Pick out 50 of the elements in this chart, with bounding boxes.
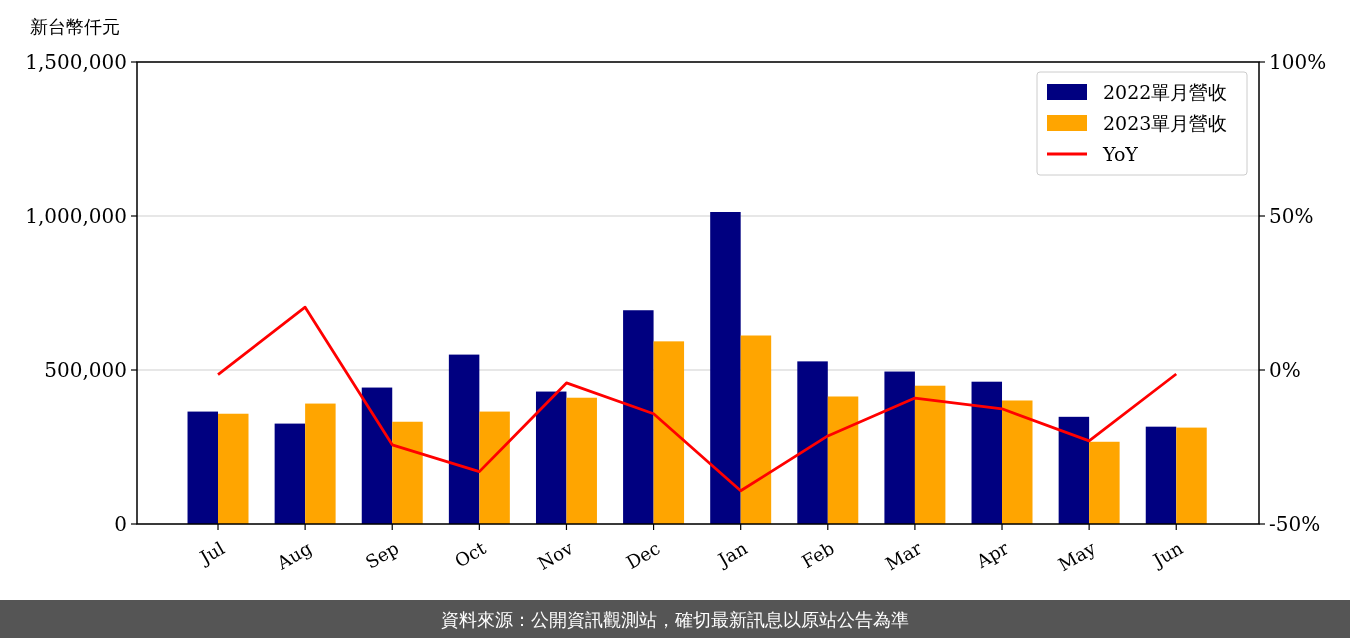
x-tick-label: Nov — [534, 536, 578, 574]
x-tick-label: Sep — [361, 537, 403, 573]
x-tick-label: Jan — [712, 537, 752, 572]
bar — [914, 385, 946, 524]
bar — [971, 381, 1003, 524]
bar — [1145, 426, 1177, 524]
legend-label: 2022單月營收 — [1103, 81, 1228, 103]
y-axis-title: 新台幣仟元 — [30, 16, 120, 37]
x-tick-label: Jun — [1147, 537, 1187, 572]
source-note: 資料來源：公開資訊觀測站，確切最新訊息以原站公告為準 — [441, 609, 909, 630]
bar — [884, 371, 915, 524]
bar — [1002, 400, 1033, 524]
legend-label: YoY — [1102, 143, 1139, 165]
bar — [1058, 416, 1090, 524]
bar — [448, 354, 480, 524]
x-tick-label: Mar — [881, 537, 926, 575]
x-tick-label: Jul — [194, 537, 229, 569]
bar — [797, 361, 828, 524]
bar — [1089, 441, 1120, 524]
y-tick-label: 1,000,000 — [25, 204, 127, 228]
line-series — [216, 305, 1178, 493]
bar — [1176, 427, 1207, 524]
bar — [361, 387, 393, 524]
bar — [740, 335, 772, 524]
bar — [566, 397, 597, 524]
x-tick-label: Feb — [798, 537, 838, 573]
bar — [187, 411, 219, 524]
x-tick-label: Oct — [451, 536, 491, 572]
bar — [653, 341, 685, 524]
y2-tick-label: 50% — [1269, 204, 1314, 228]
bar — [305, 403, 336, 524]
y-tick-label: 500,000 — [44, 358, 127, 382]
bar — [535, 391, 567, 524]
legend-label: 2023單月營收 — [1103, 112, 1228, 134]
bar — [218, 413, 249, 524]
x-tick-label: Aug — [272, 537, 316, 575]
bar — [623, 310, 654, 524]
bar — [827, 396, 859, 524]
x-tick-label: May — [1054, 536, 1100, 576]
y2-tick-label: 0% — [1269, 358, 1301, 382]
y2-tick-label: 100% — [1269, 50, 1327, 74]
bar — [710, 212, 741, 524]
x-tick-label: Dec — [622, 537, 664, 574]
x-tick-label: Apr — [971, 537, 1013, 573]
bar — [392, 421, 423, 524]
bar — [479, 411, 510, 524]
y2-tick-label: -50% — [1269, 512, 1321, 536]
bar — [274, 423, 306, 524]
y-tick-label: 1,500,000 — [25, 50, 127, 74]
y-tick-label: 0 — [114, 512, 127, 536]
